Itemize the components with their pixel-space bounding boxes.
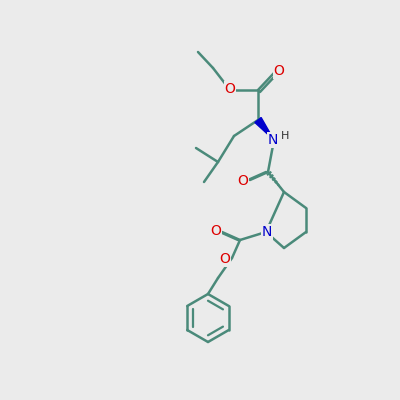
Polygon shape	[255, 118, 274, 140]
Text: O: O	[274, 64, 284, 78]
Text: O: O	[210, 224, 222, 238]
Text: N: N	[268, 133, 278, 147]
Text: N: N	[262, 225, 272, 239]
Text: H: H	[281, 131, 289, 141]
Text: O: O	[220, 252, 230, 266]
Text: O: O	[238, 174, 248, 188]
Text: O: O	[224, 82, 236, 96]
